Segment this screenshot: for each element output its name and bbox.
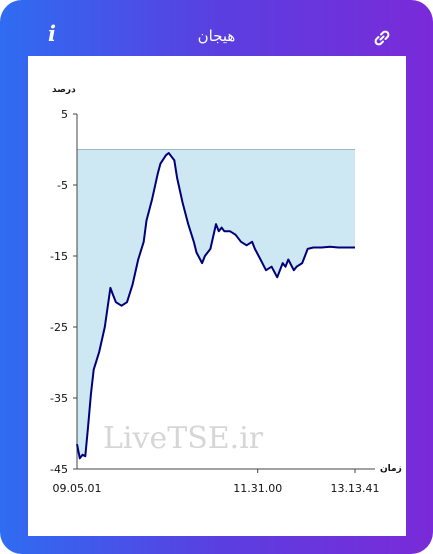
- y-tick-label: -45: [50, 463, 68, 476]
- x-tick-label: 13.13.41: [331, 482, 380, 495]
- area-fill: [77, 149, 355, 459]
- x-axis-label: زمان: [380, 464, 402, 474]
- y-tick-label: -5: [57, 179, 68, 192]
- y-tick-label: -35: [50, 392, 68, 405]
- watermark-text: LiveTSE.ir: [103, 421, 264, 456]
- x-tick-label: 09.05.01: [53, 482, 102, 495]
- info-icon[interactable]: i: [48, 21, 56, 46]
- y-tick-label: -25: [50, 321, 68, 334]
- x-tick-label: 11.31.00: [233, 482, 282, 495]
- y-tick-label: -15: [50, 250, 68, 263]
- link-icon[interactable]: [372, 28, 392, 48]
- page-title: هیجان: [197, 27, 236, 45]
- header-bar: i هیجان: [0, 0, 433, 56]
- y-tick-label: 5: [61, 108, 68, 121]
- y-axis-label: درصد: [52, 85, 76, 95]
- chart-panel: درصد زمان 5 -5 -15 -25 -35 -45 09.05.01 11.31.0…: [28, 56, 406, 536]
- series-line: [76, 152, 355, 460]
- chart-svg: درصد زمان 5 -5 -15 -25 -35 -45 09.05.01 11.31.0…: [50, 85, 402, 495]
